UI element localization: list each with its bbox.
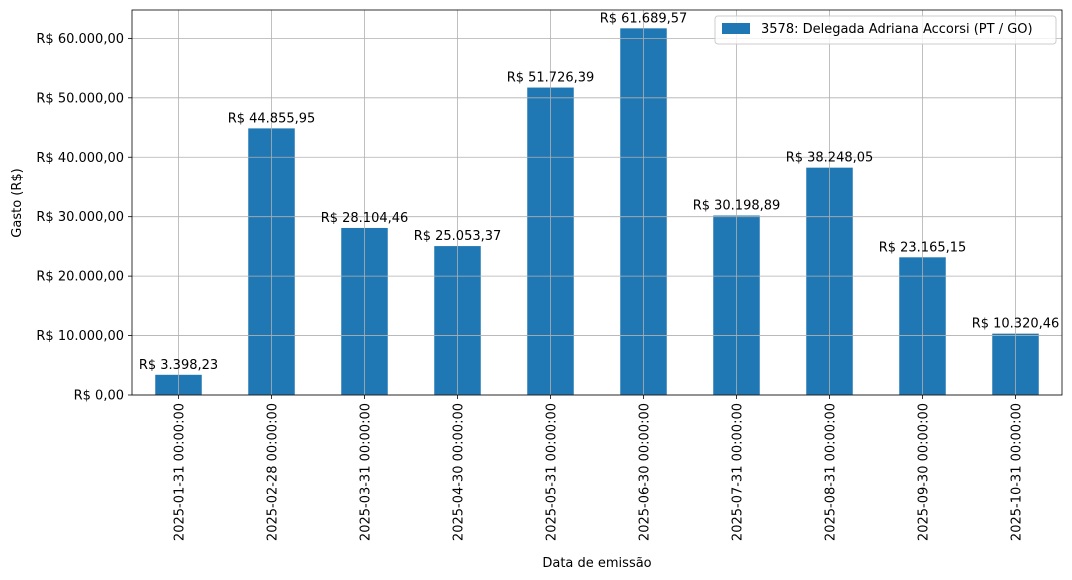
bar-value-label: R$ 61.689,57 (600, 11, 688, 26)
x-tick-label: 2025-09-30 00:00:00 (917, 403, 932, 541)
legend-entry-label: 3578: Delegada Adriana Accorsi (PT / GO) (761, 22, 1033, 37)
x-tick-label: 2025-06-30 00:00:00 (638, 403, 653, 541)
legend: 3578: Delegada Adriana Accorsi (PT / GO) (714, 15, 1057, 45)
bar-value-label: R$ 44.855,95 (228, 111, 316, 126)
y-axis-label: Gasto (R$) (10, 168, 25, 237)
x-tick-label: 2025-07-31 00:00:00 (731, 403, 746, 541)
legend-frame (714, 15, 1057, 45)
x-tick-label: 2025-02-28 00:00:00 (266, 403, 281, 541)
data-labels: R$ 3.398,23 R$ 44.855,95 R$ 28.104,46 R$ 25… (139, 11, 1059, 372)
x-tick-label: 2025-08-31 00:00:00 (824, 403, 839, 541)
tick-labels: R$ 0,00 R$ 10.000,00 R$ 20.000,00 R$ 30.000… (36, 32, 1024, 541)
y-tick-label: R$ 50.000,00 (36, 91, 124, 106)
x-tick-label: 2025-05-31 00:00:00 (545, 403, 560, 541)
x-tick-label: 2025-10-31 00:00:00 (1010, 403, 1025, 541)
bar-value-label: R$ 3.398,23 (139, 358, 218, 373)
x-tick-label: 2025-01-31 00:00:00 (173, 403, 188, 541)
y-tick-label: R$ 40.000,00 (36, 151, 124, 166)
bars (155, 28, 1039, 396)
bar-value-label: R$ 25.053,37 (414, 229, 502, 244)
y-tick-label: R$ 20.000,00 (36, 270, 124, 285)
axes (128, 9, 1063, 399)
x-tick-label: 2025-04-30 00:00:00 (452, 403, 467, 541)
y-tick-label: R$ 0,00 (74, 389, 124, 404)
legend-swatch (722, 23, 750, 34)
grid (132, 10, 1062, 396)
y-tick-label: R$ 10.000,00 (36, 329, 124, 344)
bar-value-label: R$ 38.248,05 (786, 151, 874, 166)
x-axis-label: Data de emissão (542, 556, 651, 571)
bar-value-label: R$ 51.726,39 (507, 71, 595, 86)
x-tick-label: 2025-03-31 00:00:00 (359, 403, 374, 541)
bar-value-label: R$ 10.320,46 (972, 317, 1060, 332)
bar-value-label: R$ 30.198,89 (693, 199, 781, 214)
plot-frame (131, 9, 1063, 396)
y-tick-label: R$ 60.000,00 (36, 32, 124, 47)
y-tick-label: R$ 30.000,00 (36, 210, 124, 225)
bar-value-label: R$ 28.104,46 (321, 211, 409, 226)
bar-value-label: R$ 23.165,15 (879, 240, 967, 255)
